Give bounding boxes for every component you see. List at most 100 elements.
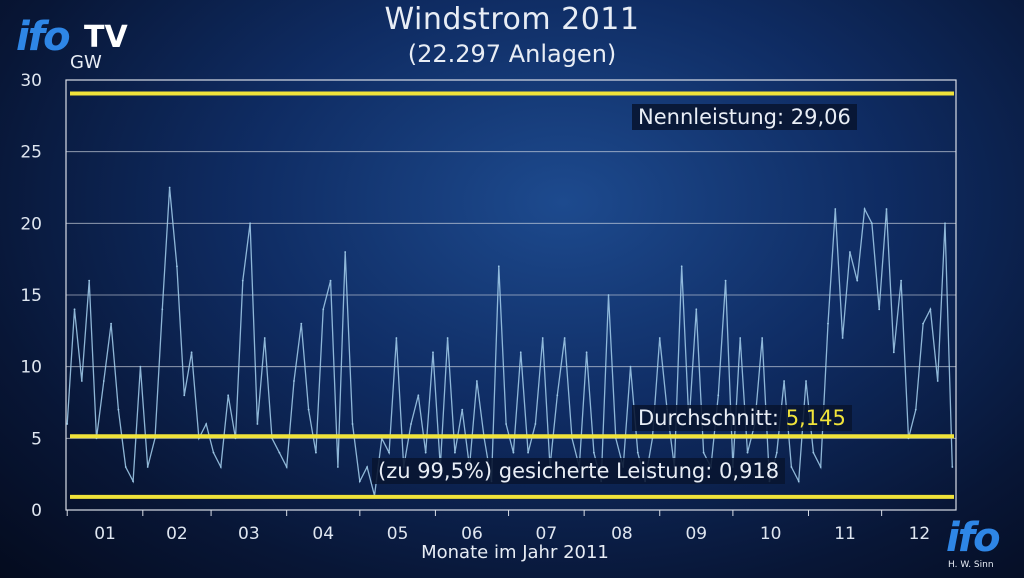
data-point [870, 222, 873, 225]
data-point [629, 365, 632, 368]
data-point [205, 423, 208, 425]
reference-lines [70, 91, 954, 499]
data-point [176, 265, 178, 268]
ifo-tv-logo-tv: TV [84, 20, 128, 55]
data-point [834, 208, 837, 210]
secured-annotation: (zu 99,5%) gesicherte Leistung: 0,918 [372, 458, 786, 484]
data-point [315, 451, 317, 454]
data-point [102, 380, 105, 382]
data-point [227, 394, 230, 397]
data-point [951, 466, 954, 468]
x-tick-label: 07 [536, 524, 558, 544]
x-tick-labels: 01 02 03 04 05 06 07 08 09 10 11 12 [66, 510, 931, 544]
secured-label: (zu 99,5%) gesicherte Leistung: [378, 459, 713, 483]
data-point [183, 394, 186, 397]
y-tick-label: 10 [20, 358, 42, 378]
data-point [146, 466, 149, 468]
author-label: H. W. Sinn [948, 560, 994, 570]
data-point [680, 265, 683, 268]
nenn-value: 29,06 [790, 105, 851, 129]
data-point [446, 337, 449, 339]
data-point [432, 351, 434, 354]
x-tick-label: 12 [909, 524, 931, 544]
avg-label: Durchschnitt: [638, 406, 779, 430]
data-point [805, 380, 807, 382]
data-point [585, 351, 588, 354]
secured-value: 0,918 [719, 459, 780, 483]
data-point [388, 451, 390, 454]
data-point [739, 337, 742, 339]
data-point [827, 322, 829, 325]
data-point [914, 408, 917, 411]
data-point [863, 208, 866, 210]
x-tick-label: 11 [834, 524, 856, 544]
data-point [124, 466, 127, 468]
x-tick-label: 08 [611, 524, 633, 544]
x-tick-label: 03 [238, 524, 260, 544]
data-point [117, 408, 120, 411]
data-point [900, 279, 903, 282]
data-point [812, 451, 815, 454]
data-point [695, 308, 698, 311]
durchschnitt-annotation: Durchschnitt: 5,145 [632, 405, 852, 431]
data-point [454, 451, 456, 454]
data-point [424, 451, 427, 454]
data-point [190, 351, 193, 354]
y-tick-label: 25 [20, 143, 42, 163]
nenn-label: Nennleistung: [638, 105, 785, 129]
data-point [417, 394, 420, 397]
data-point [285, 466, 288, 468]
data-point [329, 279, 332, 282]
data-point [878, 308, 881, 311]
x-tick-label: 05 [387, 524, 409, 544]
nennleistung-annotation: Nennleistung: 29,06 [632, 104, 857, 130]
chart-title: Windstrom 2011 [384, 2, 640, 37]
data-point [73, 308, 76, 311]
data-point [761, 337, 764, 339]
data-point [658, 337, 661, 339]
x-tick-label: 02 [166, 524, 188, 544]
data-point [366, 466, 369, 468]
data-point [249, 222, 251, 225]
data-point [593, 451, 595, 454]
data-point [395, 337, 398, 339]
y-tick-label: 30 [20, 71, 42, 91]
data-point [88, 279, 91, 282]
x-tick-label: 04 [312, 524, 334, 544]
data-point [556, 394, 559, 397]
data-point [856, 279, 859, 282]
data-point [256, 423, 259, 425]
data-point [358, 480, 361, 483]
x-tick-label: 06 [461, 524, 483, 544]
data-point [717, 394, 720, 397]
data-point [929, 308, 932, 311]
data-point [527, 451, 529, 454]
data-point [541, 337, 544, 339]
data-point [263, 337, 266, 339]
data-point [746, 451, 749, 454]
data-point [841, 337, 844, 339]
data-point [300, 322, 303, 325]
data-point [322, 308, 325, 311]
ifo-tv-logo: ifo [16, 14, 71, 60]
data-point [702, 451, 705, 454]
data-point [512, 451, 515, 454]
y-unit-label: GW [70, 52, 102, 73]
data-point [139, 365, 142, 368]
data-point [497, 265, 500, 268]
data-point [563, 337, 566, 339]
y-tick-label: 5 [31, 429, 42, 449]
data-point [219, 466, 222, 468]
data-point [307, 408, 310, 411]
data-point [922, 322, 924, 325]
data-point [944, 222, 946, 225]
data-point [885, 208, 888, 210]
data-point [293, 380, 295, 382]
data-point [461, 408, 464, 411]
y-tick-labels: 0 5 10 15 20 25 30 [20, 71, 42, 521]
data-point [849, 251, 851, 253]
data-point [66, 423, 69, 425]
data-point [892, 351, 895, 354]
data-point [790, 466, 793, 468]
data-point [212, 451, 215, 454]
